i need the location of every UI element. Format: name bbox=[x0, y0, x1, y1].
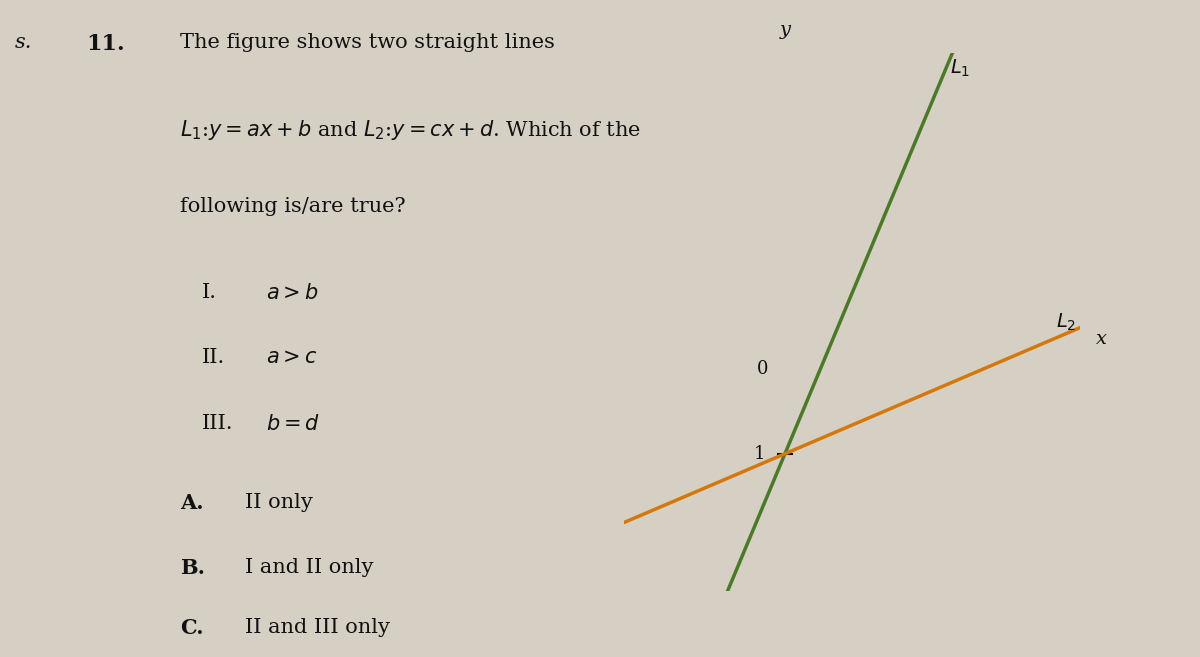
Text: $b = d$: $b = d$ bbox=[266, 414, 320, 434]
Text: I.: I. bbox=[202, 283, 217, 302]
Text: III.: III. bbox=[202, 414, 233, 433]
Text: B.: B. bbox=[180, 558, 205, 578]
Text: II and III only: II and III only bbox=[245, 618, 390, 637]
Text: II only: II only bbox=[245, 493, 313, 512]
Text: $L_1$: $L_1$ bbox=[950, 58, 970, 79]
Text: A.: A. bbox=[180, 493, 204, 512]
Text: following is/are true?: following is/are true? bbox=[180, 197, 406, 216]
Text: $L_1$:$y = ax + b$ and $L_2$:$y = cx + d$. Which of the: $L_1$:$y = ax + b$ and $L_2$:$y = cx + d… bbox=[180, 118, 641, 143]
Text: $a > b$: $a > b$ bbox=[266, 283, 319, 302]
Text: C.: C. bbox=[180, 618, 204, 637]
Text: y: y bbox=[780, 21, 791, 39]
Text: s.: s. bbox=[14, 33, 31, 52]
Text: I and II only: I and II only bbox=[245, 558, 373, 578]
Text: The figure shows two straight lines: The figure shows two straight lines bbox=[180, 33, 554, 52]
Text: x: x bbox=[1096, 330, 1108, 348]
Text: 11.: 11. bbox=[86, 33, 125, 55]
Text: II.: II. bbox=[202, 348, 224, 367]
Text: $L_2$: $L_2$ bbox=[1056, 312, 1076, 333]
Text: 1: 1 bbox=[754, 445, 764, 463]
Text: $a > c$: $a > c$ bbox=[266, 348, 318, 367]
Text: 0: 0 bbox=[757, 360, 769, 378]
